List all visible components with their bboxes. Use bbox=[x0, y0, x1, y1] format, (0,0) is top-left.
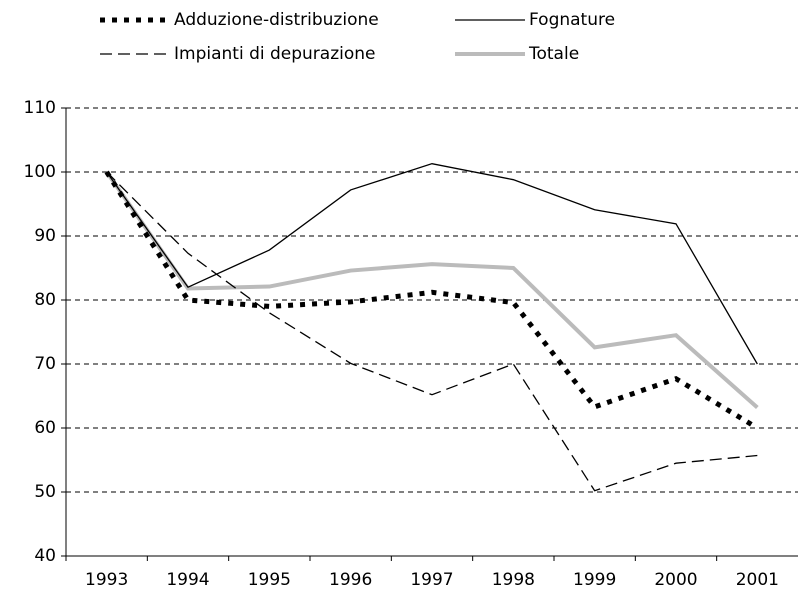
legend-label: Adduzione-distribuzione bbox=[174, 10, 379, 30]
y-tick-label: 80 bbox=[34, 290, 56, 310]
line-series bbox=[105, 170, 759, 410]
y-tick-label: 70 bbox=[34, 354, 56, 374]
legend-label: Totale bbox=[528, 44, 579, 64]
y-tick-label: 60 bbox=[34, 418, 56, 438]
x-tick-label: 1993 bbox=[85, 570, 128, 590]
line-series bbox=[104, 170, 759, 431]
y-tick-label: 110 bbox=[24, 98, 56, 118]
y-tick-label: 90 bbox=[34, 226, 56, 246]
x-tick-label: 1999 bbox=[573, 570, 616, 590]
x-tick-label: 1998 bbox=[492, 570, 535, 590]
x-tick-label: 2001 bbox=[736, 570, 779, 590]
line-series bbox=[106, 171, 758, 492]
x-tick-label: 2000 bbox=[654, 570, 697, 590]
x-tick-label: 1995 bbox=[248, 570, 291, 590]
y-tick-label: 100 bbox=[24, 162, 56, 182]
legend-label: Fognature bbox=[529, 10, 615, 30]
line-series bbox=[106, 163, 758, 365]
legend-label: Impianti di depurazione bbox=[174, 44, 376, 64]
x-tick-label: 1996 bbox=[329, 570, 372, 590]
x-tick-label: 1994 bbox=[166, 570, 209, 590]
y-tick-label: 40 bbox=[34, 546, 56, 566]
y-tick-label: 50 bbox=[34, 482, 56, 502]
x-tick-label: 1997 bbox=[410, 570, 453, 590]
